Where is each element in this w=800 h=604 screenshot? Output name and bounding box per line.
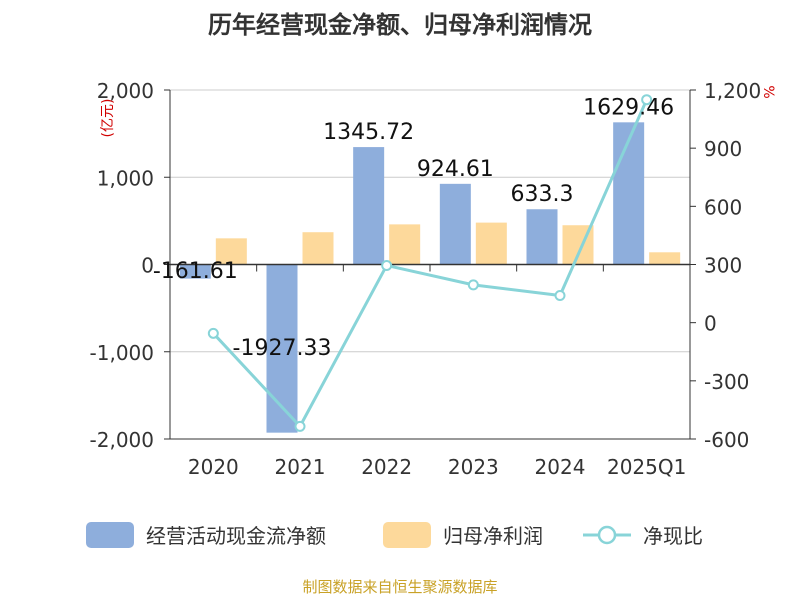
bar-net-profit: [389, 224, 421, 265]
cash-flow-data-label: 1629.46: [583, 95, 674, 120]
cash-flow-data-label: -161.61: [153, 259, 238, 284]
axes: 2,000 1,000 0 -1,000 -2,000 1,200 900 600 300 0 -3…: [90, 79, 762, 479]
legend: 经营活动现金流净额 归母净利润 净现比: [86, 522, 703, 548]
y-left-tick-label: -2,000: [90, 428, 154, 452]
y-left-tick-label: 0: [141, 254, 154, 278]
bar-cash-flow: [353, 147, 385, 265]
y-right-tick-label: -300: [704, 370, 749, 394]
y-right-tick-label: 600: [704, 195, 742, 219]
x-tick-label: 2021: [275, 455, 326, 479]
x-tick-label: 2024: [535, 455, 586, 479]
ratio-point: [294, 420, 306, 432]
x-tick-label: 2023: [448, 455, 499, 479]
ratio-point: [467, 279, 479, 291]
cash-flow-data-label: 1345.72: [323, 120, 414, 145]
x-tick-label: 2025Q1: [607, 455, 686, 479]
y-right-tick-label: 1,200: [704, 79, 761, 103]
y-right-tick-label: 0: [704, 312, 717, 336]
bar-series: [179, 122, 681, 433]
bar-cash-flow: [179, 264, 211, 279]
legend-swatch-cash-flow: [86, 522, 134, 548]
source-note: 制图数据来自恒生聚源数据库: [302, 578, 498, 596]
cash-flow-data-label: 924.61: [417, 157, 494, 182]
y-right-tick-label: 900: [704, 137, 742, 161]
legend-label-net-profit: 归母净利润: [443, 524, 543, 548]
cash-flow-data-label: -1927.33: [233, 336, 332, 361]
ratio-point: [554, 290, 566, 302]
x-tick-label: 2022: [361, 455, 412, 479]
y-left-tick-label: 1,000: [97, 166, 154, 190]
bar-cash-flow: [439, 183, 471, 265]
ratio-point: [641, 94, 653, 106]
x-tick-label: 2020: [188, 455, 239, 479]
cash-flow-data-label: 633.3: [511, 182, 574, 207]
bar-cash-flow: [526, 209, 558, 265]
ratio-point: [207, 327, 219, 339]
ratio-line: [212, 99, 649, 428]
ratio-point: [381, 259, 393, 271]
bar-cash-flow: [613, 122, 645, 265]
bar-cash-flow: [266, 264, 298, 433]
legend-marker-ratio: [597, 525, 617, 545]
legend-label-ratio: 净现比: [643, 524, 703, 548]
y-left-tick-label: -1,000: [90, 341, 154, 365]
bar-net-profit: [215, 238, 247, 265]
y-left-axis-label: (亿元): [100, 99, 116, 138]
line-series: [207, 94, 653, 432]
bar-net-profit: [649, 252, 681, 265]
chart-title: 历年经营现金净额、归母净利润情况: [208, 11, 592, 39]
legend-label-cash-flow: 经营活动现金流净额: [146, 524, 326, 548]
y-left-tick-label: 2,000: [97, 79, 154, 103]
y-right-axis-label: %: [760, 85, 776, 98]
legend-swatch-net-profit: [383, 522, 431, 548]
y-right-tick-label: -600: [704, 428, 749, 452]
bar-net-profit: [475, 222, 507, 265]
y-right-tick-label: 300: [704, 254, 742, 278]
bar-net-profit: [302, 232, 334, 265]
